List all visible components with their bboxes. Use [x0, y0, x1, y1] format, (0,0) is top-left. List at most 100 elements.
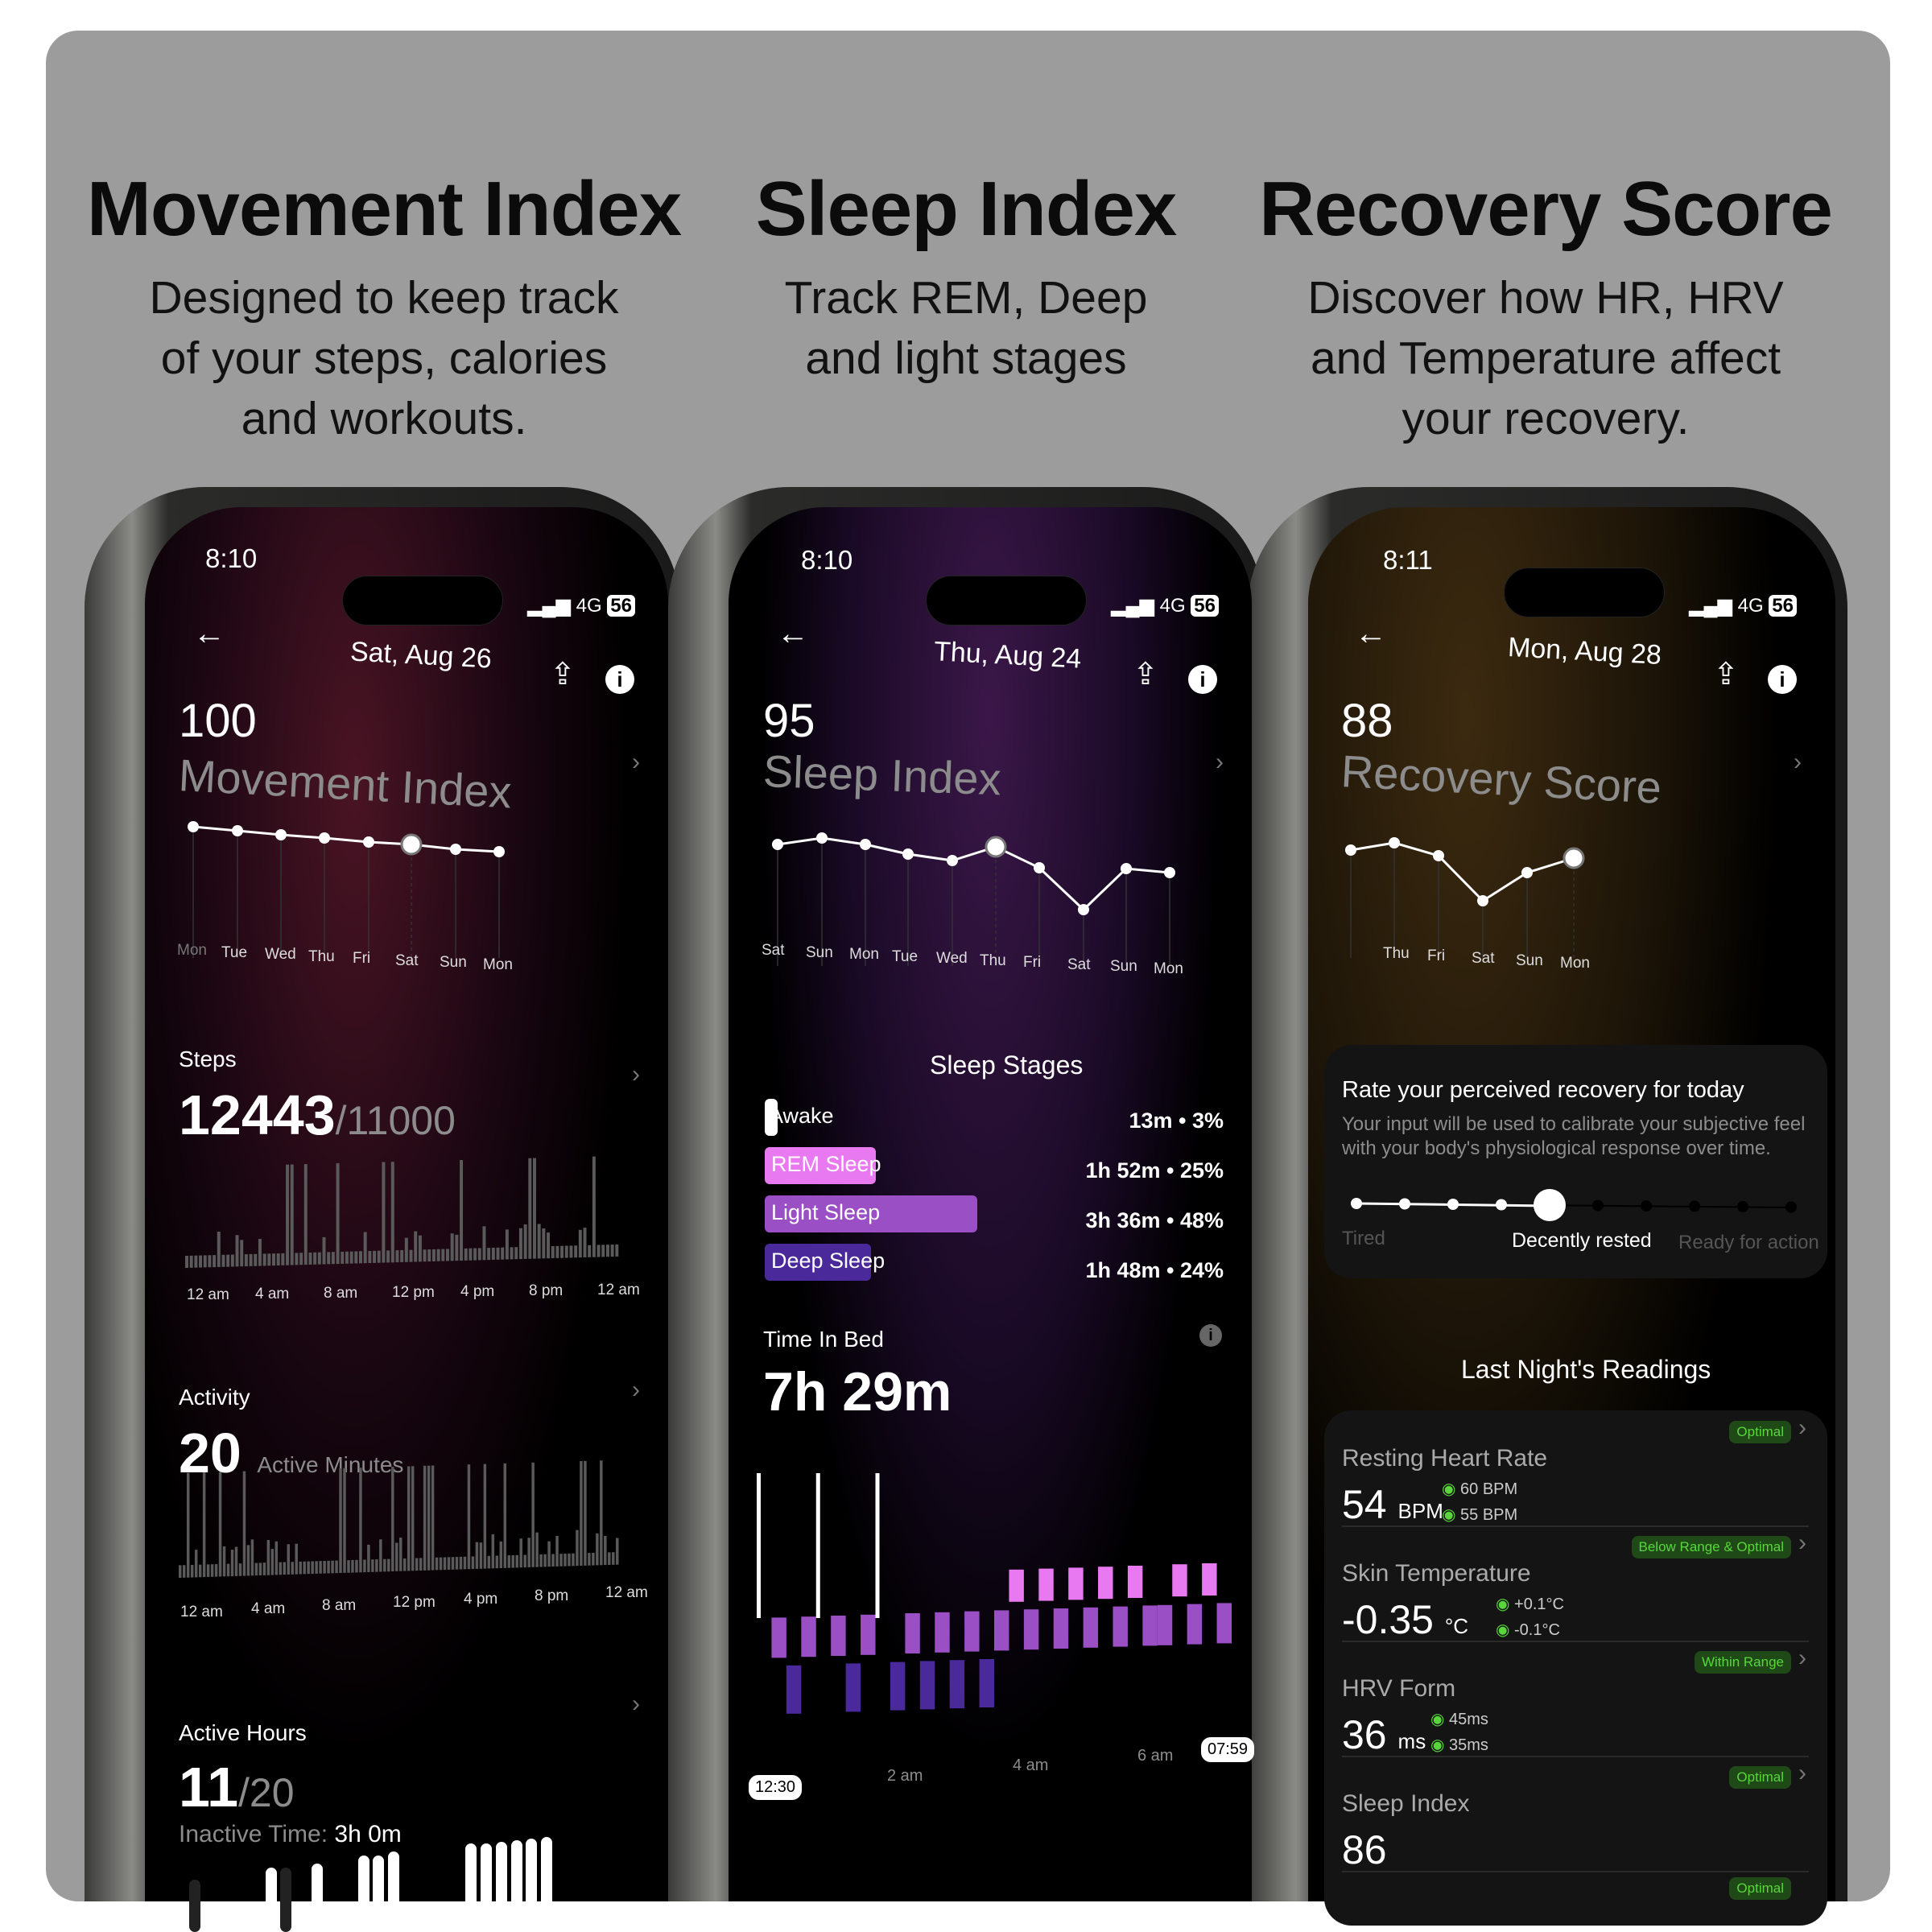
trend-point[interactable] [1389, 837, 1400, 848]
movement-screen [145, 507, 668, 1901]
info-icon[interactable]: i [1199, 1324, 1222, 1347]
bar [373, 1250, 377, 1263]
trend-point[interactable] [232, 825, 243, 836]
trend-point[interactable] [772, 839, 783, 850]
recovery-rating-slider[interactable] [1336, 1183, 1819, 1232]
trend-point[interactable] [1121, 863, 1132, 874]
share-icon[interactable]: ⇪ [1713, 658, 1739, 691]
hypno-segment [1083, 1607, 1099, 1648]
chevron-right-icon[interactable]: › [632, 1061, 640, 1088]
bar [214, 1564, 218, 1577]
hypno-segment [831, 1616, 846, 1656]
back-arrow-icon[interactable]: ← [1355, 616, 1387, 651]
bar [451, 1557, 455, 1570]
bar [479, 1542, 483, 1569]
hypno-axis-label: 6 am [1137, 1747, 1174, 1765]
info-icon[interactable]: i [605, 665, 634, 694]
trend-point[interactable] [1034, 862, 1045, 873]
bar [371, 1559, 374, 1572]
trend-point[interactable] [1477, 895, 1488, 906]
trend-point[interactable] [188, 821, 199, 832]
slider-step[interactable] [1399, 1198, 1410, 1210]
bar [439, 1557, 443, 1571]
day-label: Thu [1383, 945, 1410, 962]
trend-point[interactable] [1521, 867, 1533, 878]
trend-point[interactable] [1345, 844, 1356, 856]
slider-thumb[interactable] [1534, 1189, 1566, 1221]
chevron-right-icon[interactable]: › [1798, 1645, 1806, 1671]
bar [242, 1471, 246, 1576]
bar [584, 1460, 587, 1566]
slider-step[interactable] [1641, 1200, 1652, 1212]
info-icon[interactable]: i [1188, 665, 1217, 694]
day-label: Wed [265, 946, 296, 963]
slider-step[interactable] [1447, 1199, 1459, 1210]
bar [395, 1542, 398, 1571]
slider-step[interactable] [1737, 1201, 1748, 1212]
trend-point[interactable] [400, 833, 423, 856]
chevron-right-icon[interactable]: › [632, 1690, 640, 1717]
trend-point[interactable] [450, 844, 461, 855]
day-label: Fri [353, 950, 371, 967]
trend-point[interactable] [363, 836, 374, 848]
reading-unit: BPM [1397, 1499, 1443, 1523]
hypno-segment [905, 1613, 920, 1653]
chevron-right-icon[interactable]: › [1798, 1530, 1806, 1556]
trend-point[interactable] [985, 836, 1007, 858]
bar [402, 1558, 407, 1571]
slider-step[interactable] [1351, 1198, 1362, 1209]
hour-bar [358, 1856, 369, 1932]
trend-point[interactable] [1563, 847, 1585, 869]
hour-label: 12 pm [392, 1284, 435, 1301]
bar [450, 1233, 454, 1261]
trend-point[interactable] [1164, 867, 1175, 878]
trend-point[interactable] [1433, 850, 1444, 861]
slider-step[interactable] [1496, 1199, 1507, 1211]
bar [303, 1164, 308, 1265]
chevron-right-icon[interactable]: › [1798, 1414, 1806, 1441]
range-high: 60 BPM [1460, 1480, 1518, 1498]
bar [322, 1236, 326, 1265]
bar [387, 1558, 390, 1572]
slider-step[interactable] [1592, 1199, 1604, 1212]
trend-point[interactable] [947, 855, 958, 866]
share-icon[interactable]: ⇪ [550, 658, 576, 691]
day-label: Thu [308, 947, 335, 965]
bar [349, 1251, 353, 1264]
bar [523, 1224, 527, 1259]
chevron-right-icon[interactable]: › [1798, 1760, 1806, 1786]
bar [572, 1553, 575, 1567]
trend-point[interactable] [493, 846, 505, 857]
status-time: 8:10 [801, 545, 853, 575]
slider-step[interactable] [1785, 1201, 1797, 1213]
bar [323, 1561, 326, 1574]
chevron-right-icon[interactable]: › [632, 749, 640, 775]
chevron-right-icon[interactable]: › [632, 1377, 640, 1403]
bar [409, 1249, 413, 1262]
bar [583, 1228, 587, 1257]
back-arrow-icon[interactable]: ← [777, 616, 809, 651]
back-arrow-icon[interactable]: ← [193, 616, 225, 651]
info-icon[interactable]: i [1768, 665, 1797, 694]
trend-point[interactable] [319, 832, 330, 844]
trend-point[interactable] [816, 832, 828, 844]
bar [523, 1554, 526, 1568]
active-minutes-unit: Active Minutes [257, 1452, 404, 1477]
bar [213, 1255, 217, 1268]
subtitle-line: and light stages [805, 332, 1127, 384]
trend-point[interactable] [860, 839, 871, 850]
slider-step[interactable] [1689, 1200, 1700, 1212]
bar [600, 1460, 603, 1566]
trend-point[interactable] [275, 829, 287, 840]
chevron-right-icon[interactable]: › [1794, 749, 1802, 775]
share-icon[interactable]: ⇪ [1133, 658, 1158, 691]
hour-bar [496, 1842, 507, 1932]
bar [390, 1162, 394, 1263]
trend-point[interactable] [902, 848, 914, 860]
bar [230, 1550, 234, 1577]
chevron-right-icon[interactable]: › [1216, 749, 1224, 775]
row-divider [1342, 1525, 1809, 1527]
trend-point[interactable] [1078, 904, 1089, 915]
bar [244, 1254, 248, 1267]
